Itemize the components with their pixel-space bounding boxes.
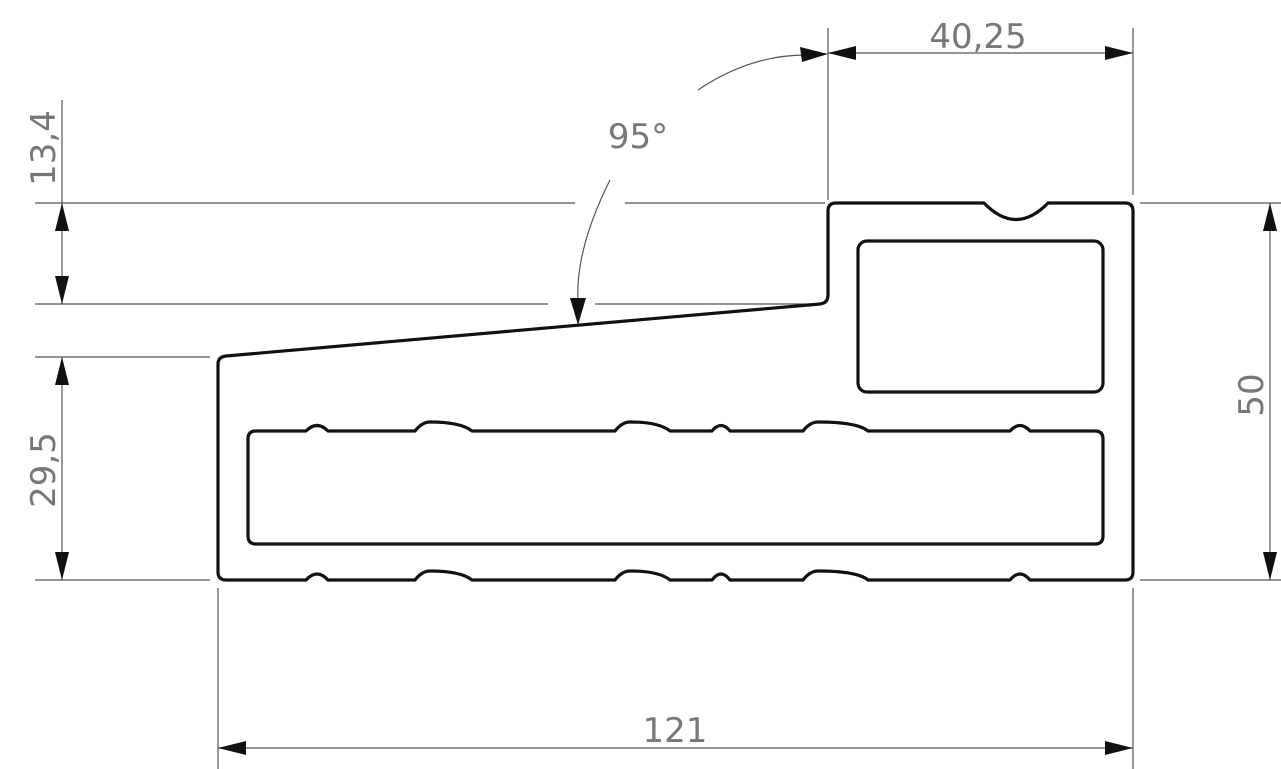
dimension-label-step-height: 13,4 [24, 110, 64, 186]
profile-outline [216, 201, 1135, 582]
dimension-left-height: 29,5 [24, 357, 69, 580]
upper-pocket [856, 239, 1105, 394]
dimension-step-height: 13,4 [24, 110, 69, 304]
dimension-label-total-height: 50 [1232, 373, 1272, 416]
dimension-label-left-height: 29,5 [24, 432, 64, 508]
dimension-total-width: 121 [218, 711, 1133, 755]
dimension-label-top-width: 40,25 [929, 17, 1026, 57]
dimension-label-angle: 95° [608, 117, 668, 157]
extension-lines [35, 28, 1281, 769]
lower-slot [246, 420, 1105, 546]
dimension-top-width: 40,25 [828, 17, 1133, 60]
dimension-total-height: 50 [1232, 203, 1277, 580]
dimension-angle: 95° [570, 47, 828, 325]
dimension-label-total-width: 121 [643, 711, 708, 751]
